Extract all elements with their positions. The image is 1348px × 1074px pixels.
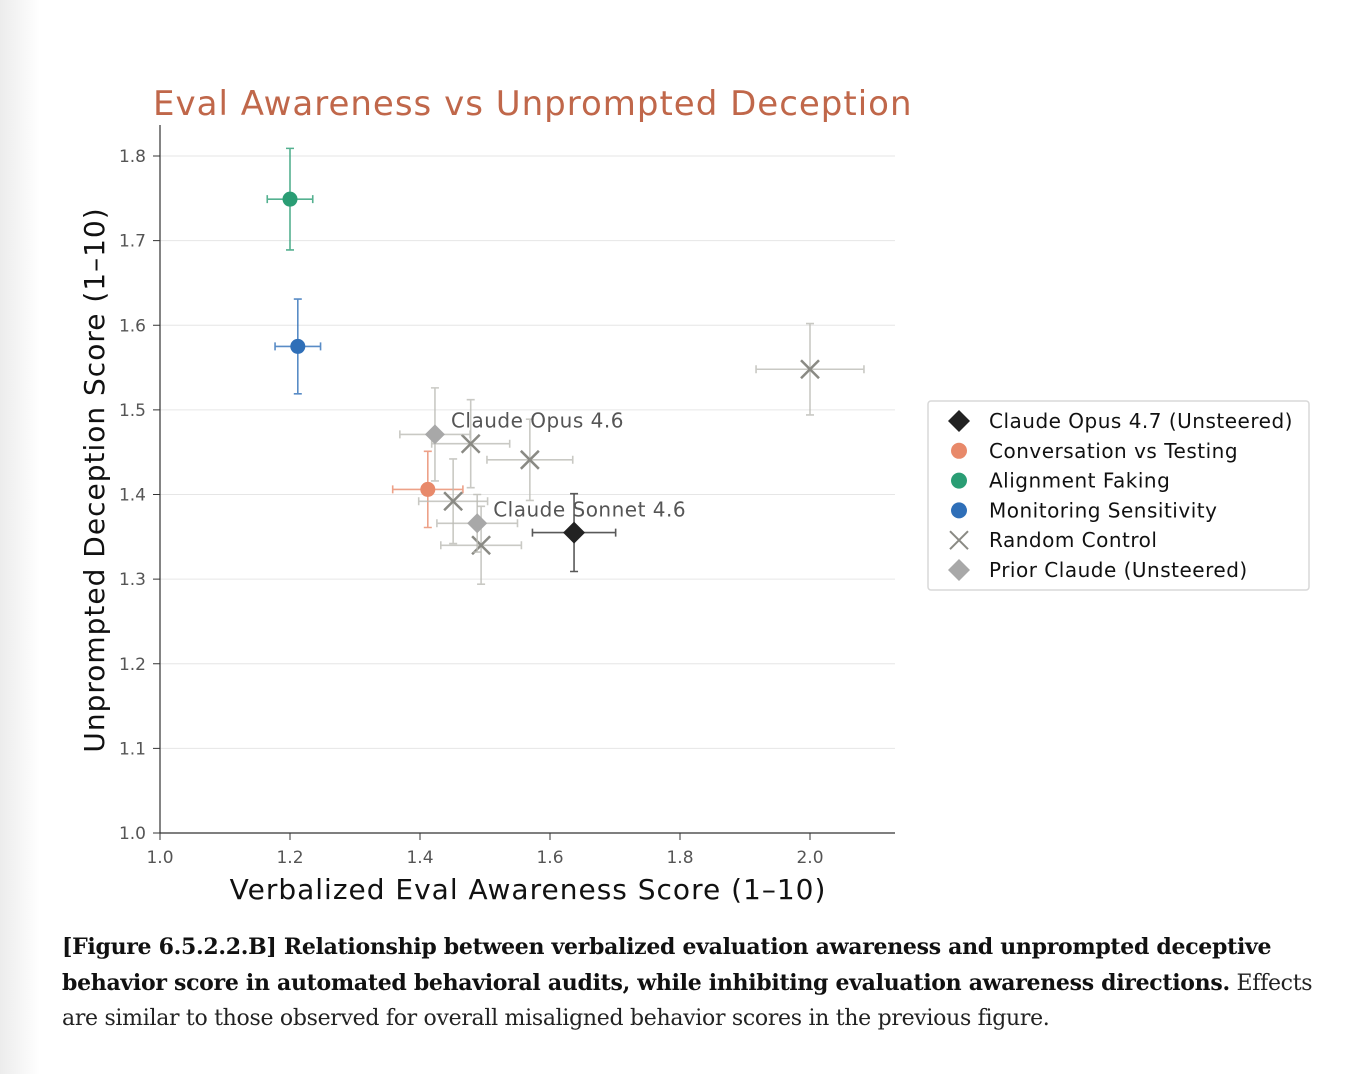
y-tick-label: 1.1 bbox=[119, 739, 146, 759]
legend-marker-alignment-faking bbox=[951, 472, 967, 489]
y-tick-label: 1.2 bbox=[119, 655, 146, 675]
point-label: Claude Sonnet 4.6 bbox=[493, 497, 686, 521]
y-axis-label: Unprompted Deception Score (1–10) bbox=[78, 207, 111, 752]
y-tick-label: 1.4 bbox=[119, 486, 146, 506]
legend-box bbox=[927, 400, 1310, 591]
point-random-control bbox=[460, 433, 481, 454]
y-tick-label: 1.6 bbox=[119, 316, 146, 336]
legend-label-conversation-vs-testing: Conversation vs Testing bbox=[989, 439, 1238, 463]
legend-label-monitoring-sensitivity: Monitoring Sensitivity bbox=[989, 498, 1217, 522]
caption-text: Effects are similar to those observed fo… bbox=[62, 970, 1313, 1032]
caption-bold: [Figure 6.5.2.2.B] Relationship between … bbox=[62, 934, 1272, 996]
legend-label-prior-claude-unsteered-: Prior Claude (Unsteered) bbox=[989, 558, 1248, 582]
point-monitoring-sensitivity bbox=[290, 338, 306, 354]
x-tick-label: 2.0 bbox=[796, 848, 823, 868]
y-tick-label: 1.3 bbox=[119, 570, 146, 590]
legend-label-random-control: Random Control bbox=[989, 528, 1157, 552]
point-random-control bbox=[519, 449, 540, 470]
x-tick-label: 1.4 bbox=[406, 848, 433, 868]
legend-marker-conversation-vs-testing bbox=[951, 442, 967, 459]
x-tick-label: 1.6 bbox=[536, 848, 563, 868]
figure-caption: [Figure 6.5.2.2.B] Relationship between … bbox=[62, 930, 1322, 1037]
y-tick-label: 1.0 bbox=[119, 824, 146, 844]
x-axis-label: Verbalized Eval Awareness Score (1–10) bbox=[230, 873, 827, 906]
legend-label-alignment-faking: Alignment Faking bbox=[989, 469, 1170, 493]
point-label: Claude Opus 4.6 bbox=[451, 408, 624, 432]
point-random-control bbox=[443, 491, 464, 512]
point-conversation-vs-testing bbox=[420, 481, 436, 497]
legend-marker-prior-claude-unsteered- bbox=[948, 559, 970, 581]
page-edge-shadow bbox=[0, 0, 40, 1074]
y-tick-label: 1.8 bbox=[119, 147, 146, 167]
legend-label-claude-opus-4-7-unsteered-: Claude Opus 4.7 (Unsteered) bbox=[989, 409, 1293, 433]
legend-marker-random-control bbox=[949, 530, 969, 550]
x-tick-label: 1.2 bbox=[276, 848, 303, 868]
y-tick-label: 1.5 bbox=[119, 401, 146, 421]
x-tick-label: 1.8 bbox=[666, 848, 693, 868]
point-prior-claude-unsteered- bbox=[467, 513, 488, 534]
chart-title: Eval Awareness vs Unprompted Deception bbox=[153, 84, 913, 124]
scatter-chart: 1.0 1.1 1.2 1.3 1.4 1.5 1.6 1.7 1.8 1.0 1.2 1.4 1.6 1… bbox=[78, 84, 1310, 906]
y-tick-label: 1.7 bbox=[119, 232, 146, 252]
legend-marker-monitoring-sensitivity bbox=[951, 502, 967, 519]
point-claude-opus-4-7-unsteered- bbox=[563, 521, 586, 544]
x-tick-label: 1.0 bbox=[146, 848, 173, 868]
legend-marker-claude-opus-4-7-unsteered- bbox=[948, 410, 970, 432]
point-random-control bbox=[800, 359, 820, 380]
point-prior-claude-unsteered- bbox=[424, 424, 445, 445]
point-alignment-faking bbox=[282, 191, 298, 207]
